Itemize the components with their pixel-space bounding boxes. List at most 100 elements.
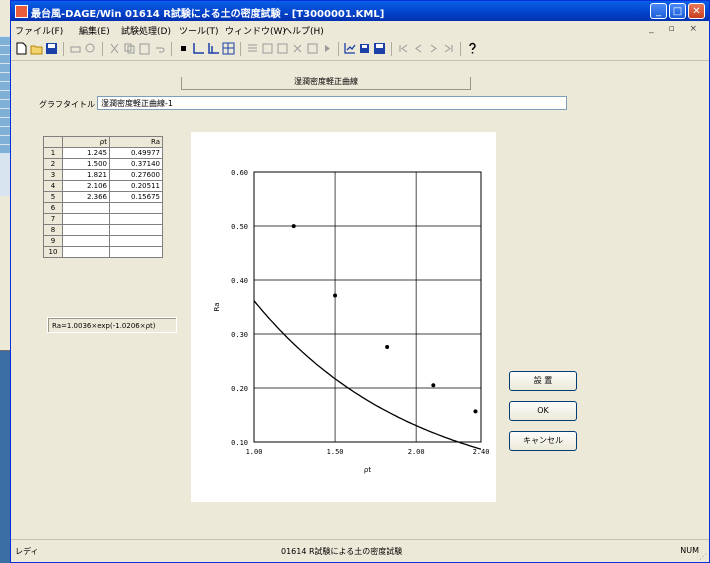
table-row: 5 2.366 0.15675 — [43, 191, 163, 203]
cut-icon[interactable] — [108, 42, 121, 55]
table-row: 1 1.245 0.49977 — [43, 147, 163, 159]
resize-grip[interactable]: ⋰ — [699, 552, 707, 561]
x-axis-label: ρt — [364, 466, 371, 474]
ra-cell[interactable] — [109, 246, 163, 258]
cancel-button[interactable]: キャンセル — [509, 431, 577, 451]
plot-frame — [253, 171, 482, 443]
menu-edit[interactable]: 編集(E) — [79, 27, 110, 37]
close-button[interactable]: ✕ — [688, 3, 705, 19]
rho-cell[interactable] — [62, 213, 110, 225]
row-number-cell: 7 — [43, 213, 63, 225]
row-number-cell: 8 — [43, 224, 63, 236]
settings-button[interactable]: 設 置 — [509, 371, 577, 391]
row-number-cell: 6 — [43, 202, 63, 214]
step-icon[interactable] — [321, 42, 334, 55]
ra-cell[interactable] — [109, 202, 163, 214]
minimize-button[interactable]: _ — [650, 3, 667, 19]
table-row: 6 — [43, 202, 163, 214]
rho-cell[interactable] — [62, 202, 110, 214]
rho-cell[interactable] — [62, 246, 110, 258]
table-row: 9 — [43, 235, 163, 247]
status-bar: レディ 01614 R試験による土の密度試験 NUM ⋰ — [11, 539, 709, 562]
app-window: 最台風-DAGE/Win 01614 R試験による土の密度試験 - [T3000… — [10, 0, 710, 563]
calculate-icon[interactable] — [276, 42, 289, 55]
data-point — [385, 344, 390, 349]
save-icon[interactable] — [45, 42, 58, 55]
last-record-icon[interactable] — [442, 42, 455, 55]
rho-cell[interactable]: 2.366 — [62, 191, 110, 203]
graph-title-input[interactable]: 湿潤密度軽正曲線-1 — [97, 96, 567, 110]
ra-cell[interactable]: 0.37140 — [109, 158, 163, 170]
menu-help[interactable]: ヘルプ(H) — [283, 27, 324, 37]
help-icon[interactable] — [466, 42, 479, 55]
next-record-icon[interactable] — [427, 42, 440, 55]
y-tick-label: 0.10 — [231, 439, 248, 447]
status-num-lock: NUM — [680, 546, 699, 555]
column-header-rho: ρt — [62, 136, 110, 148]
ra-cell[interactable]: 0.27600 — [109, 169, 163, 181]
maximize-button[interactable]: □ — [669, 3, 686, 19]
menu-window[interactable]: ウィンドウ(W) — [225, 27, 286, 37]
menu-test-processing[interactable]: 試験処理(D) — [121, 27, 171, 37]
print-preview-icon[interactable] — [84, 42, 97, 55]
x-tick-label: 1.50 — [327, 448, 344, 456]
row-number-cell: 1 — [43, 147, 63, 159]
ra-cell[interactable]: 0.49977 — [109, 147, 163, 159]
y-axis-label: Ra — [213, 303, 221, 312]
ra-cell[interactable]: 0.15675 — [109, 191, 163, 203]
menu-file[interactable]: ファイル(F) — [15, 27, 64, 37]
y-tick-label: 0.40 — [231, 277, 248, 285]
rho-cell[interactable]: 1.821 — [62, 169, 110, 181]
row-number-cell: 4 — [43, 180, 63, 192]
save-graph-icon[interactable] — [373, 42, 386, 55]
first-record-icon[interactable] — [397, 42, 410, 55]
row-number-cell: 10 — [43, 246, 63, 258]
table-row: 8 — [43, 224, 163, 236]
open-folder-icon[interactable] — [30, 42, 43, 55]
rho-cell[interactable]: 1.245 — [62, 147, 110, 159]
row-number-cell: 2 — [43, 158, 63, 170]
menu-bar: ファイル(F) 編集(E) 試験処理(D) ツール(T) ウィンドウ(W) ヘル… — [11, 21, 709, 38]
column-header-ra: Ra — [109, 136, 163, 148]
chart-grid-icon[interactable] — [222, 42, 235, 55]
ok-button[interactable]: OK — [509, 401, 577, 421]
ra-cell[interactable] — [109, 213, 163, 225]
undo-icon[interactable] — [153, 42, 166, 55]
paste-icon[interactable] — [138, 42, 151, 55]
ra-chart: 1.00 1.50 2.00 2.40 0.10 0.20 0.30 0.40 0.50 0.60… — [213, 169, 489, 474]
chart-panel: 1.00 1.50 2.00 2.40 0.10 0.20 0.30 0.40 0.50 0.60… — [191, 132, 496, 502]
point-marker-icon[interactable] — [177, 42, 190, 55]
table-corner — [43, 136, 63, 148]
rho-cell[interactable] — [62, 224, 110, 236]
ra-cell[interactable] — [109, 224, 163, 236]
axis-linear-icon[interactable] — [192, 42, 205, 55]
section-header: 湿潤密度軽正曲線 — [181, 75, 471, 90]
prev-record-icon[interactable] — [412, 42, 425, 55]
ra-cell[interactable]: 0.20511 — [109, 180, 163, 192]
delete-row-icon[interactable] — [291, 42, 304, 55]
menu-tools[interactable]: ツール(T) — [179, 27, 219, 37]
insert-row-icon[interactable] — [246, 42, 259, 55]
rho-cell[interactable] — [62, 235, 110, 247]
axis-log-icon[interactable] — [207, 42, 220, 55]
table-row: 2 1.500 0.37140 — [43, 158, 163, 170]
status-test-name: 01614 R試験による土の密度試験 — [281, 547, 403, 556]
export-icon[interactable] — [358, 42, 371, 55]
document-window-controls[interactable]: _ ▫ × — [649, 24, 703, 34]
row-number-cell: 3 — [43, 169, 63, 181]
toolbar — [11, 38, 709, 61]
graph-settings-icon[interactable] — [343, 42, 356, 55]
background-list — [0, 36, 10, 196]
copy-icon[interactable] — [123, 42, 136, 55]
title-bar[interactable]: 最台風-DAGE/Win 01614 R試験による土の密度試験 - [T3000… — [11, 1, 709, 21]
print-icon[interactable] — [69, 42, 82, 55]
rho-cell[interactable]: 1.500 — [62, 158, 110, 170]
graph-title-label: グラフタイトル — [39, 100, 95, 109]
sheet-icon[interactable] — [306, 42, 319, 55]
ra-cell[interactable] — [109, 235, 163, 247]
data-point — [291, 224, 296, 229]
rho-cell[interactable]: 2.106 — [62, 180, 110, 192]
table-icon[interactable] — [261, 42, 274, 55]
fit-curve — [253, 300, 482, 450]
new-file-icon[interactable] — [15, 42, 28, 55]
